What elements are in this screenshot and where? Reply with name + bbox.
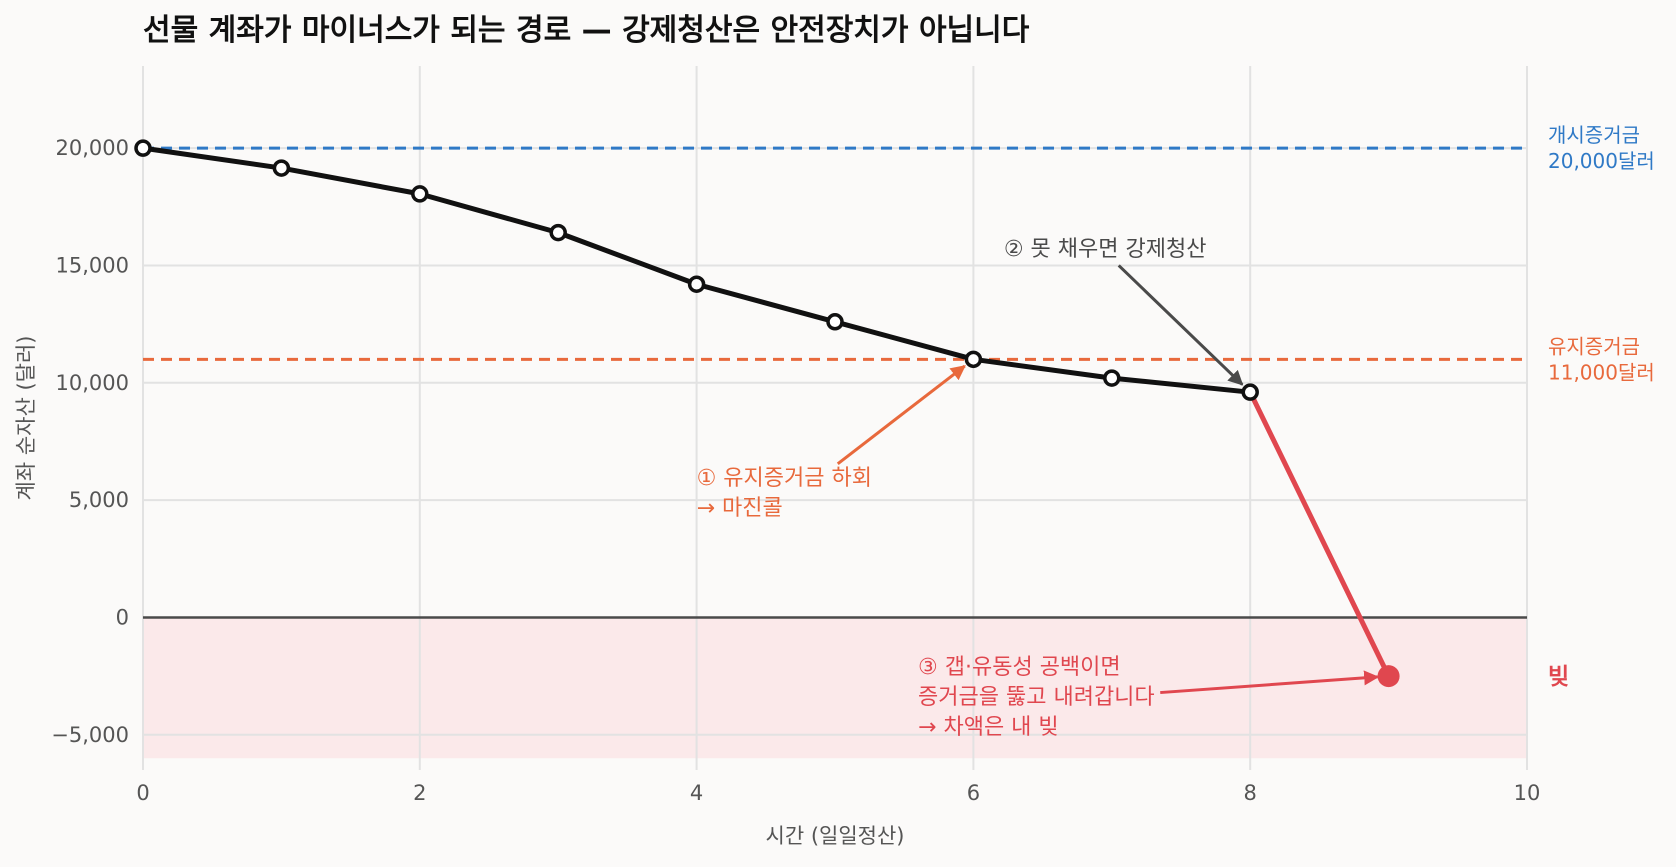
y-tick-label: 0 [116,605,129,629]
annotation-line: → 차액은 내 빚 [918,715,1059,740]
data-point [272,159,291,177]
data-point [687,275,706,293]
annotation-line: 증거금을 뚫고 내려갑니다 [918,685,1155,710]
x-tick-label: 8 [1244,781,1257,805]
annotation-arrow [1160,670,1380,695]
data-point [964,350,983,369]
x-tick-label: 2 [413,781,426,805]
x-tick-label: 4 [690,781,703,805]
reference-line-label: 개시증거금 20,000달러 [1548,123,1655,173]
plot-area: 0 2 4 6 8 10 −5,000 0 5,000 10,000 15,000 20,000 개시증… [51,66,1655,805]
data-point [1241,383,1259,401]
annotation-text: ② 못 채우면 강제청산 [1004,237,1207,262]
reference-line-label-line: 20,000달러 [1548,149,1655,173]
debt-label: 빚 [1548,664,1569,690]
data-point [1103,369,1121,387]
y-tick-label: 10,000 [56,371,129,395]
x-tick-label: 10 [1514,781,1541,805]
x-tick-label: 0 [136,781,149,805]
data-point [134,139,152,157]
y-tick-label: −5,000 [51,723,129,747]
data-point [826,313,844,331]
annotation-arrow [1117,264,1244,386]
reference-line-label: 유지증거금 11,000달러 [1548,334,1655,384]
y-tick-label: 20,000 [56,136,129,160]
chart-title: 선물 계좌가 마이너스가 되는 경로 — 강제청산은 안전장치가 아닙니다 [143,13,1030,48]
y-tick-label: 15,000 [56,253,129,277]
reference-line-label-line: 유지증거금 [1548,334,1640,358]
x-axis-label: 시간 (일일정산) [766,824,905,848]
annotation-arrow [836,364,966,465]
x-tick-label: 6 [967,781,980,805]
debt-end-point [1377,665,1400,688]
data-point [411,185,429,203]
annotation-line: → 마진콜 [697,496,783,521]
reference-line-label-line: 11,000달러 [1548,360,1655,384]
data-point [549,223,567,242]
annotation-line: ③ 갭·유동성 공백이면 [918,655,1121,680]
debt-region [143,617,1527,759]
series-line [1247,389,1392,679]
y-tick-label: 5,000 [69,488,129,512]
annotation-text: ① 유지증거금 하회 → 마진콜 [697,466,872,521]
y-axis-label: 계좌 순자산 (달러) [14,336,38,501]
reference-line-label-line: 개시증거금 [1548,123,1640,147]
annotation-line: ② 못 채우면 강제청산 [1004,237,1207,262]
annotation-line: ① 유지증거금 하회 [697,466,872,491]
